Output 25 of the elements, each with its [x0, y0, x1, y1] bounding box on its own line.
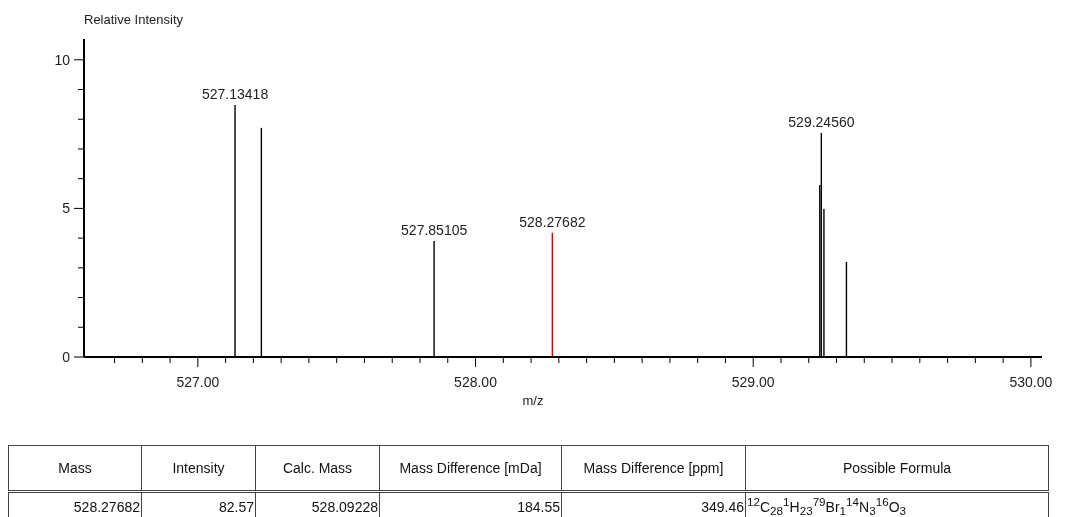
y-axis-title: Relative Intensity — [84, 12, 183, 27]
text: Mass — [8, 445, 142, 492]
text: Intensity — [141, 445, 256, 492]
x-tick-label: 528.00 — [454, 374, 498, 390]
text: Mass Difference [mDa] — [379, 445, 562, 492]
text: 82.57 — [141, 491, 256, 517]
annotation: 527.85105 — [401, 222, 468, 239]
annotation: 529.24560 — [788, 113, 855, 130]
x-axis-title: m/z — [521, 393, 545, 408]
text: 184.55 — [379, 491, 562, 517]
y-tick-label: 10 — [54, 51, 71, 68]
x-tick-label: 527.00 — [176, 374, 220, 390]
text: 349.46 — [701, 498, 744, 515]
y-tick-label: 0 — [62, 349, 71, 365]
text: $^{12}$C$_{28}$$^{1}$H$_{23}$$^{79}$Br$_{1}$$^{14}$N$_{3}$$^{16}$O$_{3}$ — [747, 495, 907, 517]
annotation: 527.13418 — [202, 85, 269, 102]
text: 528.27682 — [8, 491, 142, 517]
y-tick-label: 5 — [62, 200, 71, 217]
annotation: 528.27682 — [519, 213, 586, 230]
x-tick-label: 529.00 — [731, 374, 775, 390]
text: Possible Formula — [745, 445, 1049, 492]
text: Calc. Mass — [255, 445, 380, 492]
text: 528.09228 — [255, 491, 380, 517]
text: Mass Difference [ppm] — [561, 445, 746, 492]
x-tick-label: 530.00 — [1009, 374, 1053, 390]
